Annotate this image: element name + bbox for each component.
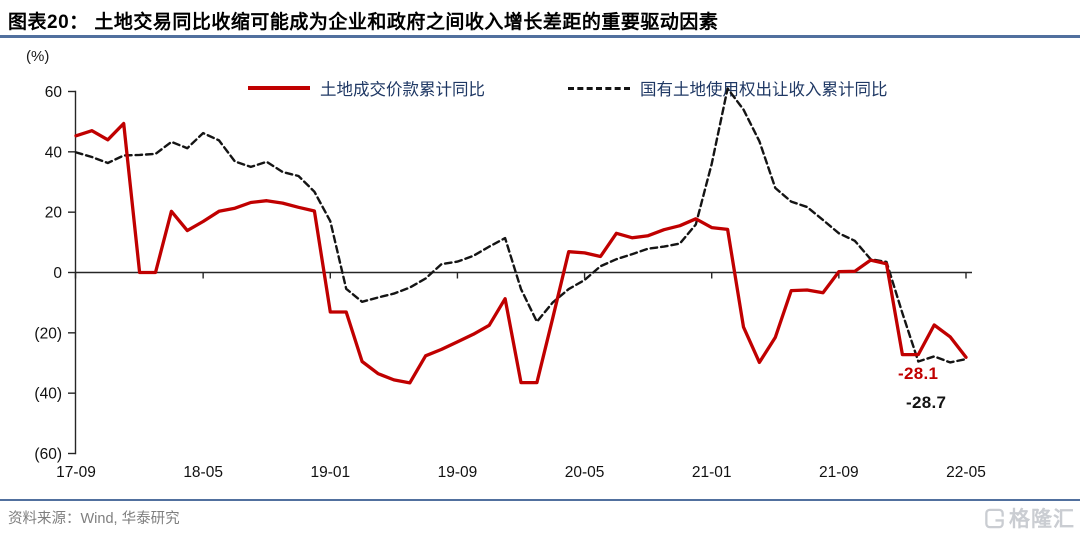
legend-item-land-transaction-value: 土地成交价款累计同比	[248, 78, 485, 99]
x-tick-label: 19-01	[310, 464, 350, 481]
y-tick-label: (60)	[34, 446, 62, 463]
gelonghui-logo-text: 格隆汇	[1009, 508, 1075, 531]
gelonghui-logo-icon	[983, 507, 1006, 530]
y-tick-label: (20)	[34, 325, 62, 342]
legend-item-state-land-revenue: 国有土地使用权出让收入累计同比	[568, 78, 888, 99]
gelonghui-logo: 格隆汇	[983, 503, 1075, 533]
legend-swatch-red-solid-line	[248, 86, 310, 90]
x-tick-label: 20-05	[565, 464, 605, 481]
y-tick-label: 0	[53, 265, 62, 282]
y-tick-label: (40)	[34, 386, 62, 403]
x-tick-label: 17-09	[56, 464, 96, 481]
legend-label: 国有土地使用权出让收入累计同比	[640, 81, 888, 99]
chart-title: 图表20： 土地交易同比收缩可能成为企业和政府之间收入增长差距的重要驱动因素	[8, 12, 719, 33]
y-tick-label: 40	[45, 144, 63, 161]
annotation-red-series-last-value: -28.1	[898, 364, 939, 383]
x-tick-label: 19-09	[438, 464, 478, 481]
data-source-note: 资料来源：Wind, 华泰研究	[8, 511, 180, 527]
legend-swatch-black-dashed-line	[568, 86, 630, 90]
annotation-black-series-last-value: -28.7	[906, 393, 947, 412]
series-line-solid-red	[74, 121, 968, 385]
x-tick-label: 22-05	[946, 464, 986, 481]
x-tick-label: 21-01	[692, 464, 732, 481]
x-tick-label: 18-05	[183, 464, 223, 481]
footer-divider-line	[0, 499, 1080, 501]
y-axis-unit-label: (%)	[26, 48, 50, 65]
y-tick-label: 60	[45, 84, 63, 101]
y-tick-label: 20	[45, 205, 63, 222]
series-line-dashed-black	[74, 87, 968, 364]
x-tick-label: 21-09	[819, 464, 859, 481]
title-divider-line	[0, 35, 1080, 38]
legend-label: 土地成交价款累计同比	[320, 81, 485, 99]
